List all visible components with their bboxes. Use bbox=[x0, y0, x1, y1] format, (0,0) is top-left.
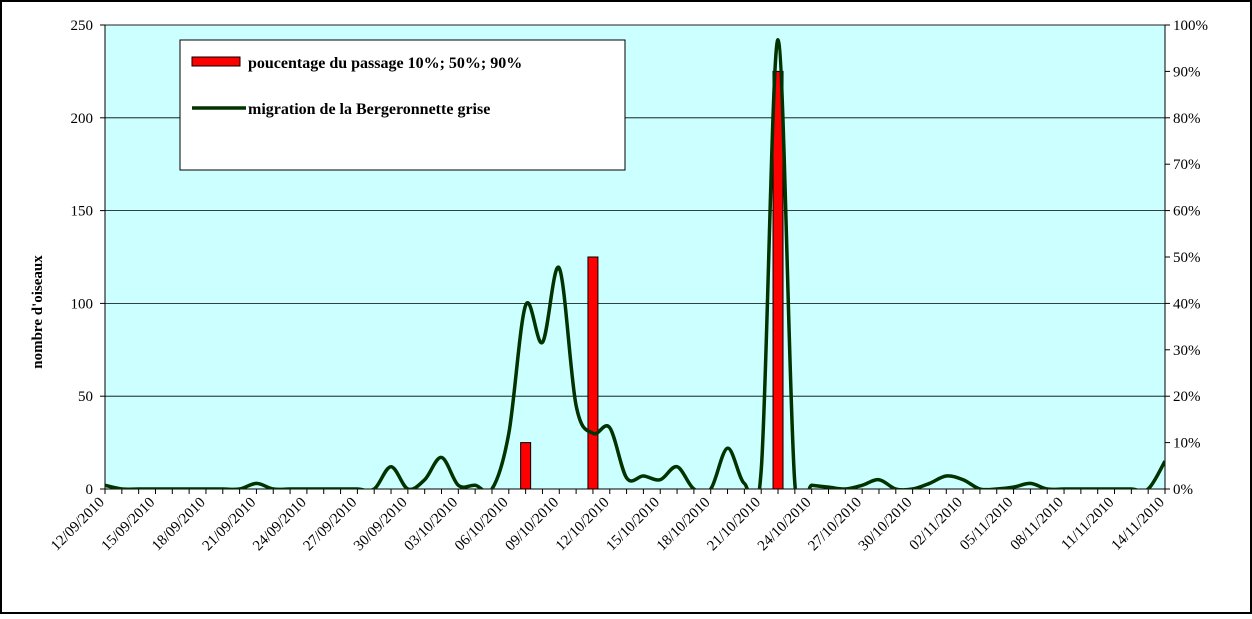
y2-tick-label: 50% bbox=[1173, 250, 1201, 266]
bar bbox=[772, 70, 784, 490]
y-tick-label: 150 bbox=[71, 204, 94, 220]
legend-swatch bbox=[191, 56, 241, 67]
y2-tick-label: 40% bbox=[1173, 296, 1201, 312]
legend-label: migration de la Bergeronnette grise bbox=[248, 101, 490, 118]
y-axis-title: nombre d'oiseaux bbox=[30, 255, 46, 369]
bar bbox=[520, 442, 532, 490]
y2-tick-label: 90% bbox=[1173, 64, 1201, 80]
y-tick-label: 100 bbox=[71, 296, 94, 312]
y2-tick-label: 60% bbox=[1173, 204, 1201, 220]
line bbox=[105, 38, 1165, 489]
y2-tick-label: 0% bbox=[1173, 482, 1193, 498]
y2-tick-label: 70% bbox=[1173, 157, 1201, 173]
y2-tick-label: 30% bbox=[1173, 343, 1201, 359]
y2-tick-label: 80% bbox=[1173, 111, 1201, 127]
y-tick-label: 250 bbox=[71, 18, 94, 34]
legend-label: poucentage du passage 10%; 50%; 90% bbox=[248, 55, 522, 72]
legend-box bbox=[179, 39, 626, 171]
legend-line: migration de la Bergeronnette grise bbox=[248, 101, 490, 118]
y2-tick-label: 100% bbox=[1173, 18, 1208, 34]
legend-line: poucentage du passage 10%; 50%; 90% bbox=[248, 55, 522, 72]
bar bbox=[587, 256, 599, 490]
y2-tick-label: 10% bbox=[1173, 436, 1201, 452]
y2-tick-label: 20% bbox=[1173, 389, 1201, 405]
y-tick-label: 0 bbox=[86, 482, 94, 498]
y-tick-label: 200 bbox=[71, 111, 94, 127]
y-tick-label: 50 bbox=[78, 389, 93, 405]
